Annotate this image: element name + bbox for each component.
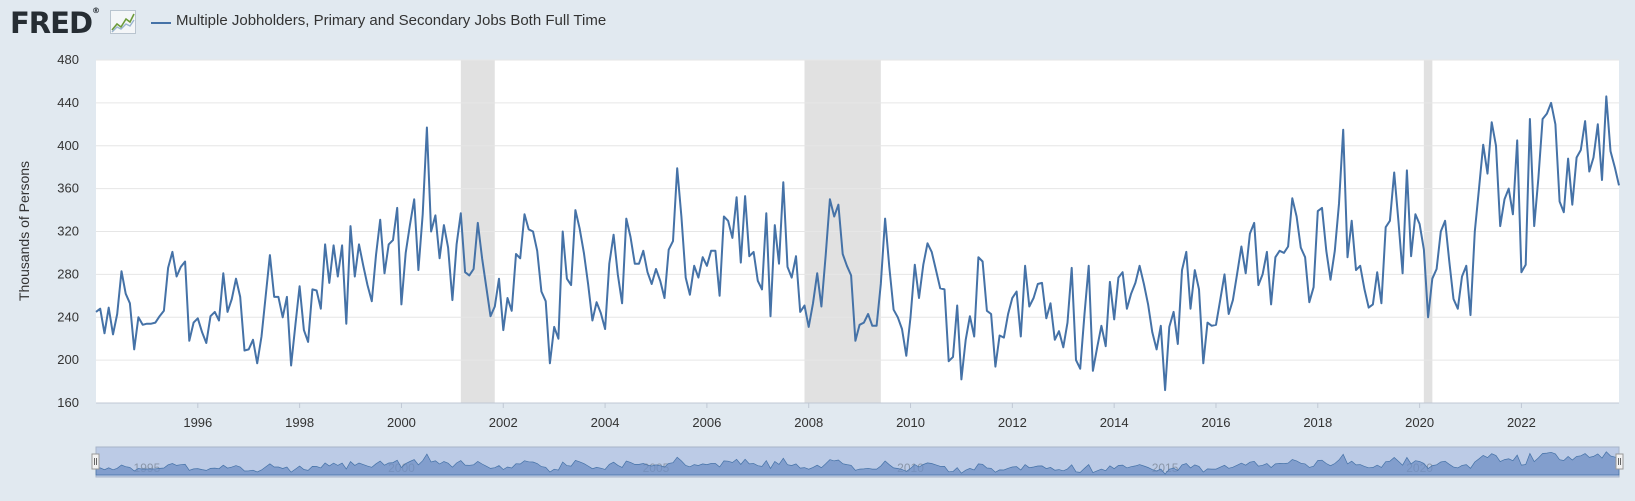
line-chart-icon xyxy=(110,10,136,34)
y-tick-label: 480 xyxy=(57,52,79,67)
y-tick-label: 160 xyxy=(57,395,79,410)
x-tick-label: 2008 xyxy=(794,415,823,430)
x-axis-ticks: 1996 1998 2000 2002 2004 2006 2008 2010 2012 2014… xyxy=(183,403,1536,430)
x-tick-label: 1996 xyxy=(183,415,212,430)
y-tick-label: 320 xyxy=(57,224,79,239)
chart-header: FRED® Multiple Jobholders, Primary and S… xyxy=(0,0,1635,46)
x-tick-label: 2022 xyxy=(1507,415,1536,430)
legend-series-title[interactable]: Multiple Jobholders, Primary and Seconda… xyxy=(176,12,607,29)
y-tick-label: 240 xyxy=(57,309,79,324)
y-tick-label: 200 xyxy=(57,352,79,367)
y-tick-label: 360 xyxy=(57,181,79,196)
x-tick-label: 2004 xyxy=(591,415,620,430)
x-tick-label: 2010 xyxy=(896,415,925,430)
x-tick-label: 2002 xyxy=(489,415,518,430)
x-tick-label: 2000 xyxy=(387,415,416,430)
x-tick-label: 2016 xyxy=(1202,415,1231,430)
x-tick-label: 2020 xyxy=(1405,415,1434,430)
navigator[interactable]: 199520002005201020152020 xyxy=(91,446,1624,478)
y-axis-ticks: 160 200 240 280 320 360 400 440 480 xyxy=(57,52,79,410)
navigator-left-handle[interactable] xyxy=(91,453,100,470)
series-group xyxy=(95,95,1620,392)
x-tick-label: 2014 xyxy=(1100,415,1129,430)
fred-logo[interactable]: FRED® xyxy=(10,6,100,40)
legend-swatch xyxy=(151,22,171,24)
y-tick-label: 280 xyxy=(57,266,79,281)
navigator-series-area xyxy=(95,451,1620,476)
x-tick-label: 2018 xyxy=(1303,415,1332,430)
navigator-right-handle[interactable] xyxy=(1615,453,1624,470)
logo-text: FRED xyxy=(10,6,93,40)
x-tick-label: 2006 xyxy=(692,415,721,430)
x-tick-label: 2012 xyxy=(998,415,1027,430)
y-axis-label: Thousands of Persons xyxy=(16,161,32,301)
y-tick-label: 400 xyxy=(57,138,79,153)
series-line[interactable] xyxy=(95,95,1620,392)
y-tick-label: 440 xyxy=(57,95,79,110)
x-tick-label: 1998 xyxy=(285,415,314,430)
registered-mark: ® xyxy=(92,6,101,15)
